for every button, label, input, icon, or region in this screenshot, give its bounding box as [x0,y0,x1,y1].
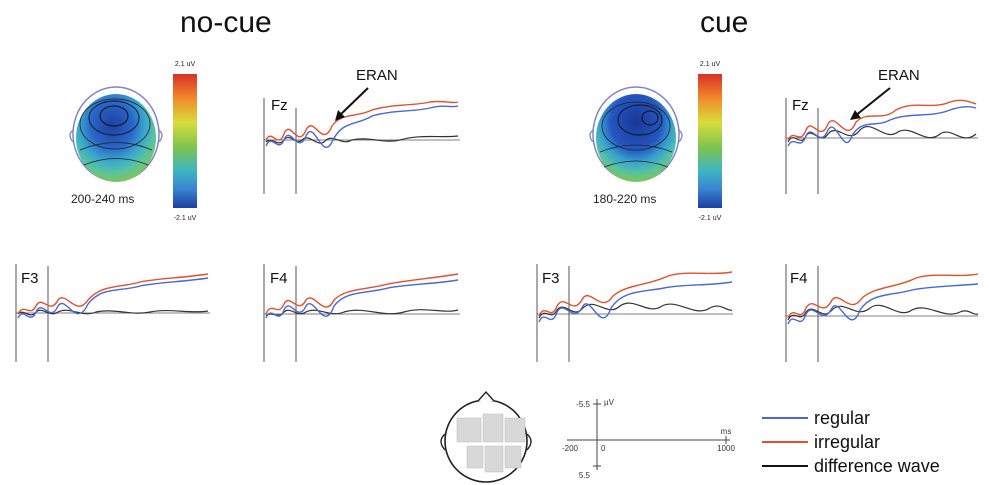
topomap-no-cue: 2.1 uV -2.1 uV 200-240 ms [69,61,197,222]
scalp-potential-map [596,94,676,182]
electrode-label: F3 [542,270,560,287]
regular-wave [538,281,733,323]
axis-key: -5.5 µV 5.5 -200 0 1000 ms [562,398,735,480]
contour-line [79,98,151,150]
electrode-label: F4 [270,270,288,287]
regular-wave [787,283,979,325]
irregular-wave [17,273,209,315]
electrode-region-right-frontal [504,417,526,443]
eran-annotation: ERAN [356,67,398,84]
scale-min-label: -2.1 uV [174,215,197,222]
electrode-label: F4 [790,270,808,287]
legend-label-regular: regular [814,408,870,428]
left-ear [440,433,446,451]
electrode-region-left-posterior [466,445,484,469]
electrode-region-left-frontal [456,417,482,443]
arrow-head-icon [850,110,861,120]
regular-wave [265,279,459,319]
irregular-wave [787,99,977,141]
topomap-cue: 2.1 uV -2.1 uV 180-220 ms [589,61,722,222]
difference-wave [17,309,209,316]
contour-line [88,100,140,136]
irregular-wave [787,273,979,319]
electrode-region-midline [482,413,504,443]
contour-line [83,158,149,166]
time-window-label: 180-220 ms [593,192,656,206]
electrode-label: F3 [21,270,39,287]
arrow-head-icon [335,110,345,121]
color-scale-bar [698,74,722,208]
contour-line [641,110,659,126]
erp-panel-no-cue-f4: F4 [263,264,460,362]
scale-min-label: -2.1 uV [699,215,722,222]
erp-panel-cue-f4: F4 [785,264,979,362]
electrode-region-right-posterior [504,445,522,469]
condition-title-no-cue: no-cue [180,6,272,39]
contour-line [617,104,663,136]
scalp-potential-map [76,94,156,182]
erp-panel-no-cue-fz: Fz ERAN [263,67,460,194]
scale-max-label: 2.1 uV [175,61,196,68]
axis-key-y-bottom: 5.5 [579,471,591,480]
legend: regular irregular difference wave [762,408,940,476]
eran-arrow [338,87,369,117]
contour-line [99,105,129,127]
nose-icon [477,390,495,402]
erp-panel-cue-fz: Fz ERAN [785,67,978,194]
difference-wave [787,304,979,321]
contour-line [603,160,669,168]
erp-panel-no-cue-f3: F3 [15,264,210,362]
axis-key-y-top: -5.5 [576,400,590,409]
axis-key-x-zero: 0 [601,444,606,453]
left-ear [589,129,594,143]
electrode-layout-head [440,390,532,483]
electrode-region-midline-posterior [484,445,504,473]
right-ear [158,129,163,143]
right-ear [678,129,683,143]
irregular-wave [265,273,459,315]
eran-arrow [854,87,891,117]
condition-title-cue: cue [700,6,749,39]
axis-key-x-left: -200 [562,444,579,453]
legend-label-difference: difference wave [814,456,940,476]
time-window-label: 200-240 ms [71,192,134,206]
axis-key-y-unit: µV [604,398,615,407]
axis-key-x-right: 1000 [717,444,735,453]
color-scale-bar [173,74,197,208]
eran-annotation: ERAN [878,67,920,84]
regular-wave [17,277,209,319]
erp-panel-cue-f3: F3 [536,264,733,362]
legend-label-irregular: irregular [814,432,880,452]
irregular-wave [538,271,733,317]
electrode-label: Fz [792,97,809,114]
irregular-wave [265,100,459,141]
axis-key-x-unit: ms [721,427,732,436]
contour-line [599,144,673,153]
right-ear [526,433,532,451]
electrode-label: Fz [271,97,288,114]
difference-wave [538,302,733,319]
left-ear [69,129,74,143]
scale-max-label: 2.1 uV [700,61,721,68]
regular-wave [265,105,459,149]
regular-wave [787,105,977,147]
contour-line [79,142,153,151]
contour-line [601,101,671,151]
